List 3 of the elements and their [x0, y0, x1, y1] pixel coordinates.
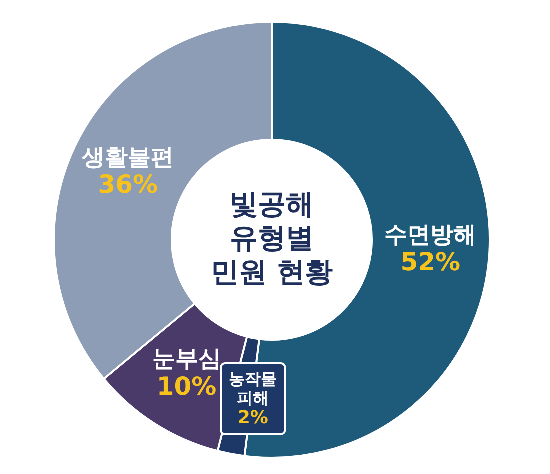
data-label: 2% — [238, 407, 268, 428]
slice-label: 농작물 피해 — [229, 369, 278, 408]
title: 빛공해 유형별 민원 현황 — [211, 188, 333, 289]
